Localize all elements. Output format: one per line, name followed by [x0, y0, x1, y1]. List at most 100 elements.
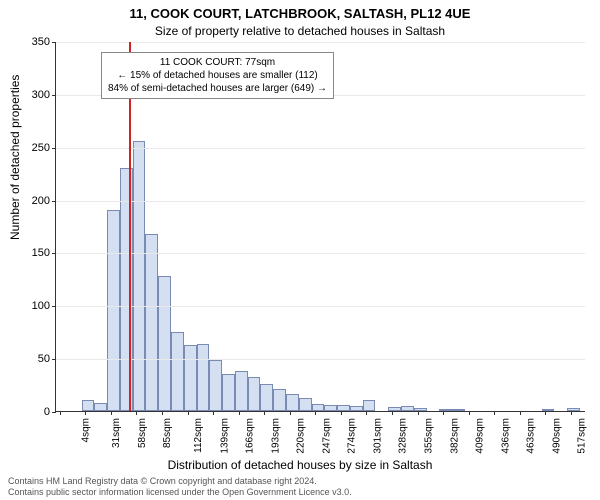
- histogram-bar: [260, 384, 273, 411]
- histogram-bar: [567, 408, 580, 411]
- xtick-label: 517sqm: [577, 418, 588, 454]
- footer-attribution: Contains HM Land Registry data © Crown c…: [8, 476, 352, 498]
- histogram-bar: [452, 409, 465, 411]
- ytick-mark: [52, 201, 56, 202]
- ytick-label: 0: [20, 406, 50, 418]
- chart-title-line1: 11, COOK COURT, LATCHBROOK, SALTASH, PL1…: [0, 6, 600, 21]
- histogram-bar: [209, 360, 222, 411]
- gridline: [56, 359, 585, 360]
- xtick-label: 139sqm: [219, 418, 230, 454]
- xtick-label: 274sqm: [347, 418, 358, 454]
- ytick-label: 250: [20, 142, 50, 154]
- xtick-label: 4sqm: [80, 418, 91, 442]
- footer-line1: Contains HM Land Registry data © Crown c…: [8, 476, 352, 487]
- xtick-label: 166sqm: [245, 418, 256, 454]
- xtick-label: 193sqm: [270, 418, 281, 454]
- xtick-label: 31sqm: [111, 418, 122, 448]
- xtick-mark: [418, 411, 419, 415]
- histogram-bar: [107, 210, 120, 411]
- histogram-bar: [235, 371, 248, 411]
- xtick-mark: [366, 411, 367, 415]
- ytick-label: 300: [20, 89, 50, 101]
- xtick-label: 436sqm: [500, 418, 511, 454]
- histogram-bar: [222, 374, 235, 411]
- ytick-mark: [52, 148, 56, 149]
- xtick-mark: [341, 411, 342, 415]
- histogram-bar: [337, 405, 350, 411]
- xtick-mark: [85, 411, 86, 415]
- xtick-label: 301sqm: [372, 418, 383, 454]
- plot-area: 11 COOK COURT: 77sqm← 15% of detached ho…: [55, 42, 585, 412]
- xtick-mark: [162, 411, 163, 415]
- ytick-mark: [52, 359, 56, 360]
- histogram-bar: [312, 404, 325, 411]
- xtick-mark: [315, 411, 316, 415]
- ytick-label: 150: [20, 247, 50, 259]
- gridline: [56, 42, 585, 43]
- xtick-mark: [239, 411, 240, 415]
- gridline: [56, 201, 585, 202]
- ytick-mark: [52, 306, 56, 307]
- histogram-bar: [94, 403, 107, 411]
- ytick-label: 350: [20, 36, 50, 48]
- histogram-bar: [171, 332, 184, 411]
- xtick-label: 328sqm: [398, 418, 409, 454]
- histogram-bar: [363, 400, 376, 411]
- xtick-label: 490sqm: [551, 418, 562, 454]
- xtick-mark: [443, 411, 444, 415]
- histogram-bar: [299, 398, 312, 411]
- histogram-bar: [133, 141, 146, 411]
- annotation-box: 11 COOK COURT: 77sqm← 15% of detached ho…: [101, 52, 334, 99]
- histogram-bar: [273, 389, 286, 411]
- histogram-bar: [184, 345, 197, 411]
- gridline: [56, 306, 585, 307]
- xtick-mark: [469, 411, 470, 415]
- xtick-mark: [213, 411, 214, 415]
- gridline: [56, 148, 585, 149]
- histogram-bar: [414, 408, 427, 411]
- histogram-bar: [158, 276, 171, 411]
- histogram-bar: [286, 394, 299, 411]
- ytick-mark: [52, 42, 56, 43]
- ytick-mark: [52, 412, 56, 413]
- histogram-bar: [350, 406, 363, 411]
- xtick-mark: [392, 411, 393, 415]
- xtick-mark: [520, 411, 521, 415]
- histogram-bar: [324, 405, 337, 411]
- annotation-line1: 11 COOK COURT: 77sqm: [108, 56, 327, 69]
- ytick-label: 100: [20, 300, 50, 312]
- xtick-label: 85sqm: [162, 418, 173, 448]
- xtick-mark: [571, 411, 572, 415]
- histogram-bar: [542, 409, 555, 411]
- xtick-label: 247sqm: [321, 418, 332, 454]
- xtick-mark: [494, 411, 495, 415]
- x-axis-label: Distribution of detached houses by size …: [0, 458, 600, 472]
- xtick-mark: [188, 411, 189, 415]
- footer-line2: Contains public sector information licen…: [8, 487, 352, 498]
- histogram-bar: [82, 400, 95, 411]
- xtick-mark: [290, 411, 291, 415]
- histogram-bar: [197, 344, 210, 411]
- histogram-bar: [439, 409, 452, 411]
- ytick-label: 50: [20, 353, 50, 365]
- ytick-mark: [52, 253, 56, 254]
- xtick-label: 355sqm: [424, 418, 435, 454]
- xtick-label: 112sqm: [193, 418, 204, 453]
- xtick-label: 409sqm: [475, 418, 486, 454]
- xtick-mark: [545, 411, 546, 415]
- gridline: [56, 253, 585, 254]
- xtick-label: 58sqm: [137, 418, 148, 448]
- histogram-bar: [145, 234, 158, 411]
- histogram-bar: [248, 377, 261, 411]
- histogram-bar: [401, 406, 414, 411]
- xtick-mark: [136, 411, 137, 415]
- chart-title-line2: Size of property relative to detached ho…: [0, 24, 600, 38]
- ytick-mark: [52, 95, 56, 96]
- histogram-bar: [388, 407, 401, 411]
- xtick-mark: [264, 411, 265, 415]
- xtick-label: 382sqm: [449, 418, 460, 454]
- ytick-label: 200: [20, 195, 50, 207]
- xtick-label: 463sqm: [526, 418, 537, 454]
- xtick-mark: [60, 411, 61, 415]
- xtick-label: 220sqm: [296, 418, 307, 454]
